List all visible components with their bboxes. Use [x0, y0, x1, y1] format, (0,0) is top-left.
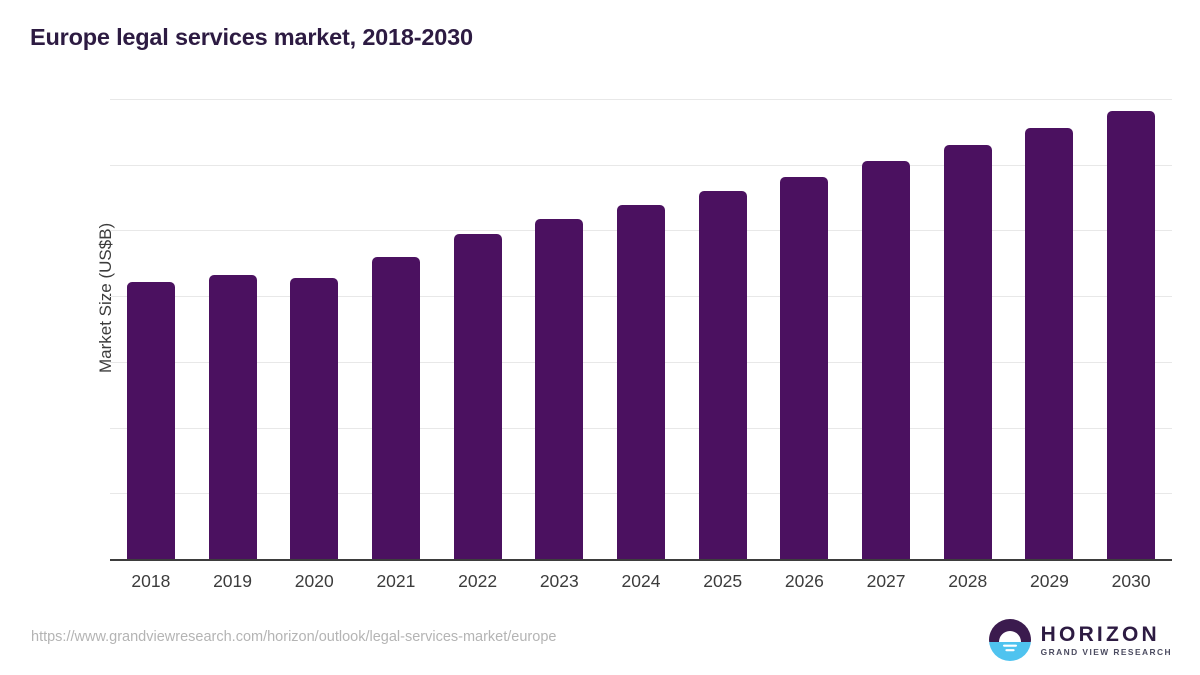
logo-text: HORIZON GRAND VIEW RESEARCH: [1041, 624, 1172, 656]
x-axis-tick-label: 2030: [1111, 571, 1151, 591]
x-axis-tick-label: 2021: [376, 571, 416, 591]
page-title: Europe legal services market, 2018-2030: [30, 24, 473, 50]
bar[interactable]: [1025, 127, 1074, 559]
x-axis-tick-label: 2022: [458, 571, 498, 591]
plot-area: Market Size (US$B) 050100150200250300350…: [96, 99, 1172, 591]
bar[interactable]: [126, 281, 175, 559]
gridline: [110, 99, 1172, 100]
bar-series: [110, 99, 1172, 559]
bar[interactable]: [371, 256, 420, 559]
brand-logo: HORIZON GRAND VIEW RESEARCH: [988, 618, 1172, 662]
logo-wordmark: HORIZON: [1040, 622, 1160, 646]
bar[interactable]: [535, 218, 584, 559]
bar[interactable]: [698, 191, 747, 559]
x-axis-tick-label: 2027: [866, 571, 906, 591]
horizon-sun-circle-icon: [988, 619, 1031, 661]
x-axis-tick-label: 2023: [539, 571, 579, 591]
gridline: [110, 559, 1172, 561]
bar[interactable]: [208, 275, 257, 559]
logo-tagline: GRAND VIEW RESEARCH: [1040, 646, 1172, 657]
x-axis-tick-label: 2024: [621, 571, 661, 591]
x-axis-tick-label: 2020: [294, 571, 334, 591]
source-url: https://www.grandviewresearch.com/horizo…: [31, 629, 557, 645]
bar[interactable]: [453, 234, 502, 559]
bar[interactable]: [290, 277, 339, 559]
x-axis-tick-label: 2019: [213, 571, 252, 591]
bar[interactable]: [617, 205, 665, 559]
bar[interactable]: [1107, 110, 1156, 559]
gridline: [110, 164, 1172, 166]
x-axis-tick-label: 2025: [703, 571, 743, 591]
x-axis-tick-label: 2028: [948, 571, 988, 591]
x-axis-tick-label: 2018: [131, 571, 171, 591]
bar[interactable]: [780, 176, 829, 559]
bar[interactable]: [862, 160, 911, 559]
x-axis-tick-label: 2029: [1029, 571, 1069, 591]
x-axis-tick-label: 2026: [784, 571, 824, 591]
bar[interactable]: [943, 145, 992, 559]
